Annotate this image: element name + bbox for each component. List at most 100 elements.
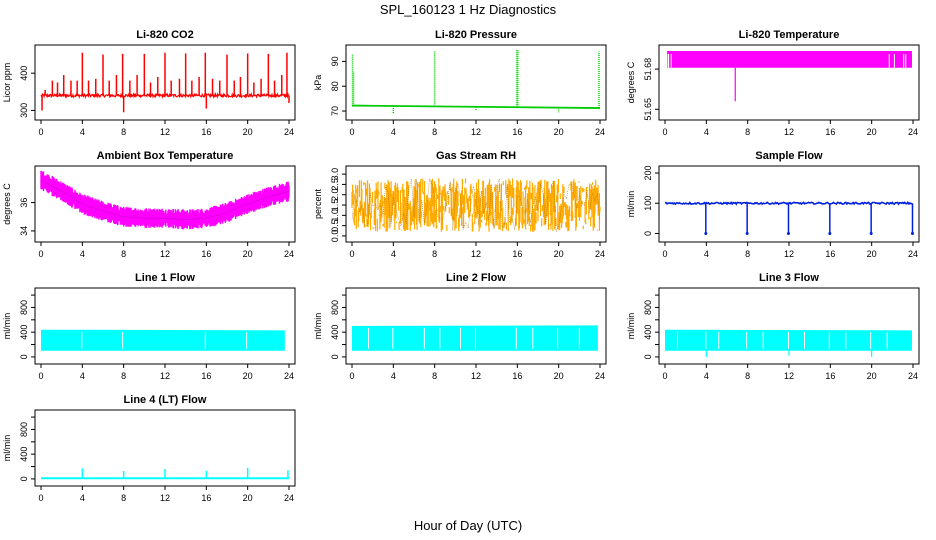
dip-point [786,231,790,235]
x-tick-label: 12 [160,371,170,381]
x-tick-label: 12 [471,249,481,259]
x-tick-label: 24 [595,249,605,259]
x-tick-label: 20 [554,249,564,259]
y-tick-label: 0.5 [330,219,340,232]
panel-line1: Line 1 Flow ml/min 0 4 8 12 16 20 24 0 400 800 [2,272,296,381]
x-tick-label: 20 [554,127,564,137]
panel-frame [34,287,296,365]
x-tick-label: 8 [432,249,437,259]
x-tick-label: 8 [121,127,126,137]
y-tick-label: 0 [19,476,29,481]
band-fill [352,325,598,351]
figure-title: SPL_160123 1 Hz Diagnostics [379,2,557,17]
dip-point [704,231,708,235]
panel-ylabel: ml/min [2,313,12,340]
x-tick-label: 8 [745,127,750,137]
x-tick-label: 0 [38,127,43,137]
series-line4 [41,467,289,480]
x-tick-label: 8 [745,371,750,381]
x-tick-label: 4 [704,371,709,381]
panel-ylabel: ml/min [626,313,636,340]
y-tick-label: 800 [19,300,29,315]
x-tick-label: 8 [121,249,126,259]
x-tick-label: 24 [908,127,918,137]
panel-title: Line 4 (LT) Flow [124,394,207,406]
x-tick-label: 4 [704,249,709,259]
x-tick-label: 24 [284,249,294,259]
x-tick-label: 0 [349,371,354,381]
series-rh [351,178,601,232]
x-tick-label: 4 [704,127,709,137]
x-tick-label: 4 [391,249,396,259]
y-tick-label: 34 [19,226,29,236]
y-tick-label: 0 [330,354,340,359]
panel-title: Line 2 Flow [446,272,506,284]
panel-ylabel: kPa [313,75,323,91]
y-tick-label: 2.0 [330,188,340,201]
panel-ylabel: degrees C [2,183,12,225]
series-line1 [41,329,285,351]
y-tick-label: 400 [643,325,653,340]
x-tick-label: 20 [554,371,564,381]
panel-ylabel: Licor ppm [2,63,12,103]
x-tick-label: 12 [471,371,481,381]
panel-title: Li-820 CO2 [136,29,193,41]
dip-point [869,231,873,235]
y-tick-label: 36 [19,198,29,208]
panel-ylabel: ml/min [313,313,323,340]
panel-title: Gas Stream RH [436,150,516,162]
x-tick-label: 24 [908,371,918,381]
x-tick-label: 12 [784,249,794,259]
x-tick-label: 16 [825,127,835,137]
y-tick-label: 800 [330,300,340,315]
x-tick-label: 16 [201,493,211,503]
x-tick-label: 16 [201,249,211,259]
y-tick-label: 1.0 [330,209,340,222]
x-tick-label: 20 [867,127,877,137]
x-tick-label: 20 [867,371,877,381]
x-tick-label: 24 [908,249,918,259]
x-tick-label: 16 [512,127,522,137]
x-tick-label: 24 [284,127,294,137]
x-tick-label: 4 [80,493,85,503]
y-tick-label: 70 [330,106,340,116]
panel-title: Ambient Box Temperature [97,150,234,162]
y-tick-label: 400 [19,325,29,340]
y-tick-label: 0 [19,354,29,359]
x-tick-label: 24 [595,127,605,137]
x-tick-label: 12 [471,127,481,137]
x-tick-label: 0 [662,371,667,381]
x-tick-label: 8 [745,249,750,259]
y-tick-label: 300 [19,103,29,118]
x-tick-label: 20 [243,371,253,381]
series-pressure [351,50,601,114]
x-tick-label: 16 [201,371,211,381]
x-tick-label: 0 [662,249,667,259]
panel-title: Line 1 Flow [135,272,195,284]
panel-ambient: Ambient Box Temperature degrees C 0 4 8 12 16 2… [2,150,296,259]
x-tick-label: 16 [512,371,522,381]
x-tick-label: 0 [349,249,354,259]
series-co2 [40,52,290,113]
x-tick-label: 20 [243,127,253,137]
y-tick-label: 0 [643,354,653,359]
x-tick-label: 8 [432,371,437,381]
y-tick-label: 400 [19,66,29,81]
y-tick-label: 80 [330,81,340,91]
x-tick-label: 12 [784,371,794,381]
series-line [40,179,290,220]
series-sample [664,201,914,235]
x-tick-label: 4 [80,127,85,137]
x-tick-label: 12 [160,493,170,503]
x-tick-label: 0 [662,127,667,137]
x-tick-label: 16 [512,249,522,259]
panel-li820temp: Li-820 Temperature degrees C 0 4 8 12 16 20 24 51… [626,29,920,137]
x-tick-label: 20 [867,249,877,259]
x-tick-label: 0 [349,127,354,137]
x-tick-label: 0 [38,371,43,381]
y-tick-label: 800 [19,422,29,437]
x-tick-label: 24 [595,371,605,381]
panel-line2: Line 2 Flow ml/min 0 4 8 12 16 20 24 0 400 800 [313,272,607,381]
panel-line4: Line 4 (LT) Flow ml/min 0 4 8 12 16 20 24 0 400 800 [2,394,296,503]
y-tick-label: 100 [643,196,653,211]
